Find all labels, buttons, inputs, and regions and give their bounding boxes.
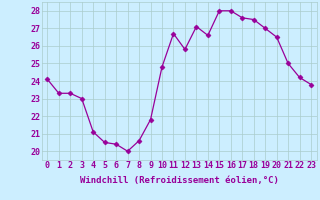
X-axis label: Windchill (Refroidissement éolien,°C): Windchill (Refroidissement éolien,°C) — [80, 176, 279, 185]
